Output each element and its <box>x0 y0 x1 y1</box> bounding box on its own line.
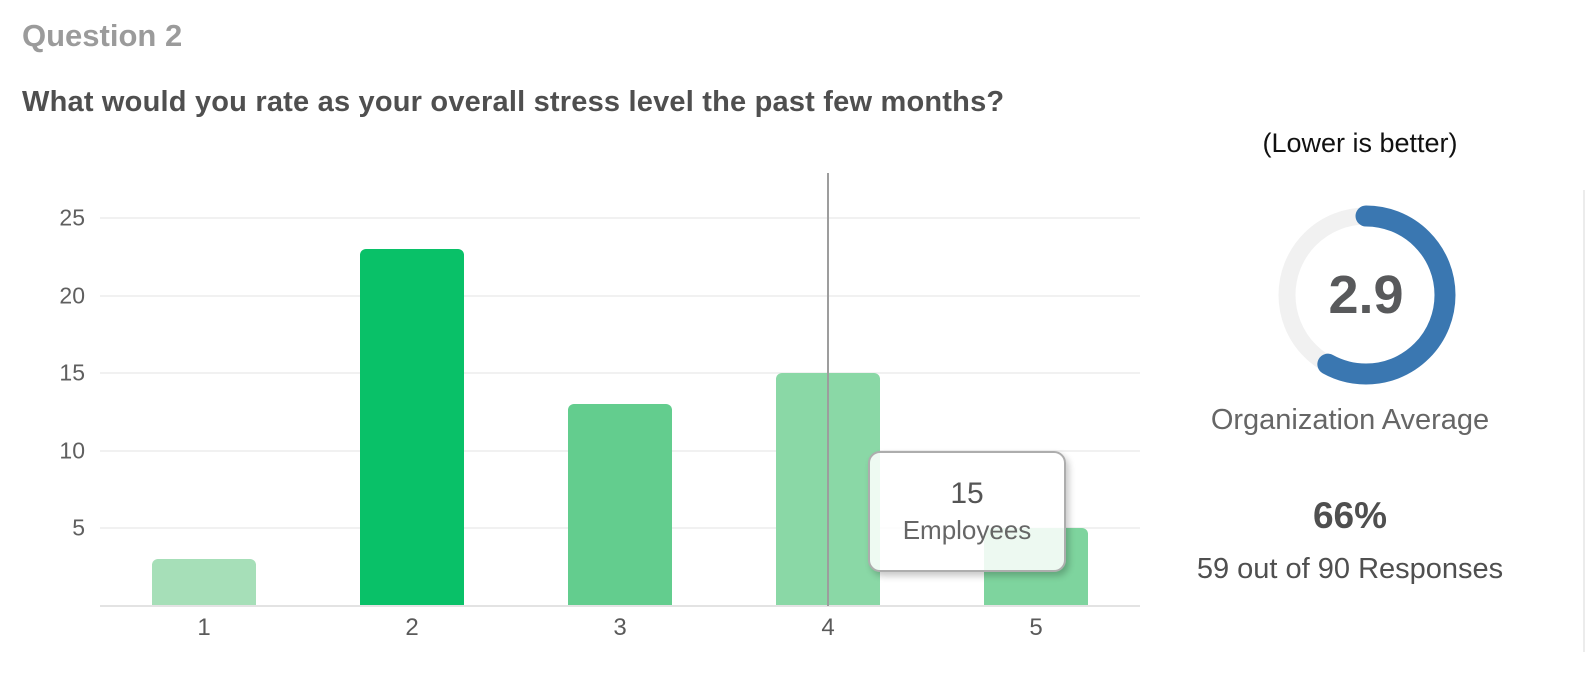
bar-category-3[interactable] <box>568 404 672 606</box>
question-section-label: Question 2 <box>22 18 183 53</box>
gridline-y-25 <box>100 217 1140 219</box>
hover-crosshair-line <box>827 173 829 606</box>
gauge-note: (Lower is better) <box>1262 128 1458 158</box>
gridline-y-20 <box>100 294 1140 297</box>
y-axis-tick-25: 25 <box>59 204 85 231</box>
bar-chart: 5 10 15 20 25 1 2 3 4 5 <box>59 173 1140 641</box>
bar-category-1[interactable] <box>152 559 256 606</box>
gauge-value: 2.9 <box>1328 265 1404 325</box>
x-axis-tick-1: 1 <box>197 614 211 641</box>
response-rate-detail: 59 out of 90 Responses <box>1196 553 1504 585</box>
x-axis-tick-5: 5 <box>1029 614 1043 641</box>
gauge-value-arc <box>1276 205 1456 385</box>
y-axis-tick-20: 20 <box>59 282 85 309</box>
chart-tooltip: 15 Employees <box>868 451 1066 572</box>
y-axis-tick-15: 15 <box>59 359 85 386</box>
question-title: What would you rate as your overall stre… <box>22 86 1005 118</box>
gridline-y-15 <box>100 372 1140 375</box>
tooltip-label: Employees <box>902 515 1032 545</box>
y-axis-tick-5: 5 <box>72 514 85 541</box>
bar-category-2[interactable] <box>360 249 464 606</box>
right-divider <box>1583 190 1585 652</box>
x-axis-tick-4: 4 <box>821 614 835 641</box>
x-axis-tick-2: 2 <box>405 614 419 641</box>
tooltip-value: 15 <box>950 477 984 510</box>
gauge-donut-svg <box>1276 205 1456 385</box>
x-axis-line <box>100 605 1140 607</box>
x-axis-tick-3: 3 <box>613 614 627 641</box>
y-axis-tick-10: 10 <box>59 437 85 464</box>
gauge-label: Organization Average <box>1210 404 1490 436</box>
gauge-donut <box>1271 200 1461 390</box>
response-rate-percent: 66% <box>1312 495 1388 536</box>
